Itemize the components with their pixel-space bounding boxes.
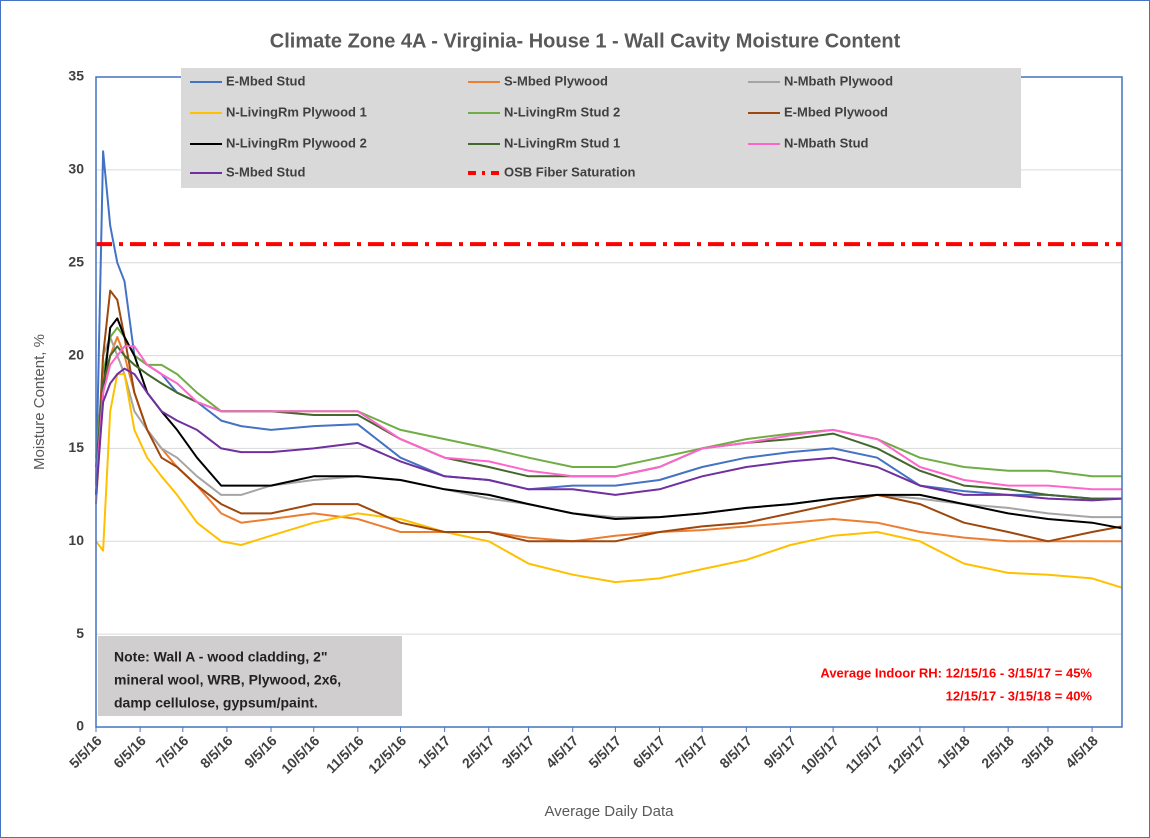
y-tick-label: 5 (76, 625, 84, 641)
plot-lines (95, 150, 1123, 589)
legend-label: OSB Fiber Saturation (504, 164, 636, 179)
series-line (95, 289, 1123, 543)
note-box (98, 636, 402, 716)
note-line: mineral wool, WRB, Plywood, 2x6, (114, 672, 341, 688)
y-tick-label: 0 (76, 718, 84, 734)
note-line: Note: Wall A - wood cladding, 2" (114, 649, 328, 665)
y-tick-label: 35 (68, 68, 84, 84)
rh-annotation: Average Indoor RH: 12/15/16 - 3/15/17 = … (820, 665, 1092, 680)
legend-label: E-Mbed Plywood (784, 104, 888, 119)
legend-label: N-Mbath Stud (784, 135, 869, 150)
legend-label: N-LivingRm Stud 2 (504, 104, 620, 119)
y-axis-label: Moisture Content, % (31, 334, 48, 470)
y-tick-label: 20 (68, 346, 84, 362)
chart-title: Climate Zone 4A - Virginia- House 1 - Wa… (270, 30, 901, 52)
legend-label: S-Mbed Plywood (504, 73, 608, 88)
rh-annotation: 12/15/17 - 3/15/18 = 40% (946, 688, 1093, 703)
y-tick-label: 10 (68, 532, 84, 548)
note-line: damp cellulose, gypsum/paint. (114, 695, 318, 711)
y-tick-label: 15 (68, 439, 84, 455)
legend (181, 68, 1021, 188)
legend-entries: E-Mbed Stud S-Mbed Plywood N-Mbath Plywood… (190, 73, 893, 179)
legend-label: S-Mbed Stud (226, 164, 305, 179)
legend-label: E-Mbed Stud (226, 73, 305, 88)
legend-label: N-Mbath Plywood (784, 73, 893, 88)
series-line (95, 326, 1122, 478)
series-line (95, 367, 1123, 502)
y-tick-label: 25 (68, 253, 84, 269)
x-axis-label: Average Daily Data (545, 803, 675, 820)
y-tick-label: 30 (68, 161, 84, 177)
series-line (95, 345, 1122, 491)
legend-label: N-LivingRm Plywood 1 (226, 104, 367, 119)
legend-label: N-LivingRm Plywood 2 (226, 135, 367, 150)
legend-label: N-LivingRm Stud 1 (504, 135, 620, 150)
